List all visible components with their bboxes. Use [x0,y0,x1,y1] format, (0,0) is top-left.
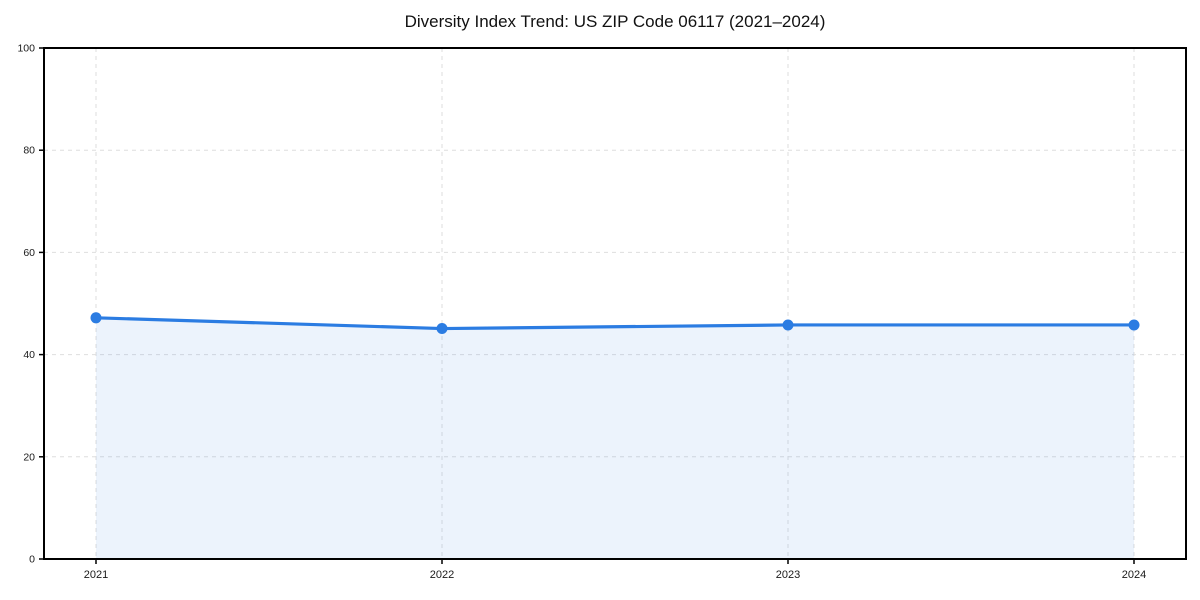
x-tick-label: 2021 [84,569,108,581]
x-tick-label: 2022 [430,569,454,581]
data-point-2024 [1128,319,1140,331]
area-fill [96,317,1134,559]
data-point-2023 [782,319,794,331]
trend-line [94,316,1136,331]
data-point-2022 [436,323,448,335]
y-tick-label: 80 [23,145,35,157]
x-tick-label: 2023 [776,569,800,581]
plot-frame [43,47,1187,560]
chart-title: Diversity Index Trend: US ZIP Code 06117… [404,12,826,31]
y-tick-label: 40 [23,349,35,361]
y-tick-label: 0 [29,554,35,566]
y-tick-label: 100 [17,43,35,55]
y-tick-label: 60 [23,247,35,259]
data-point-2021 [90,312,102,324]
x-tick-label: 2024 [1122,569,1146,581]
y-tick-label: 20 [23,451,35,463]
